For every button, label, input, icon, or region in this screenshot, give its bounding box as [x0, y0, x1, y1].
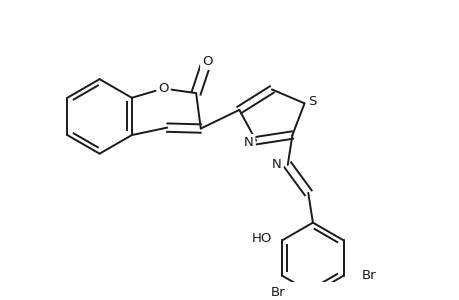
- Text: Br: Br: [361, 269, 376, 282]
- Text: S: S: [307, 95, 315, 108]
- Text: HO: HO: [251, 232, 271, 245]
- Text: O: O: [158, 82, 168, 95]
- Text: Br: Br: [270, 286, 284, 299]
- Text: N: N: [243, 136, 253, 149]
- Text: O: O: [202, 55, 212, 68]
- Text: N: N: [271, 158, 281, 171]
